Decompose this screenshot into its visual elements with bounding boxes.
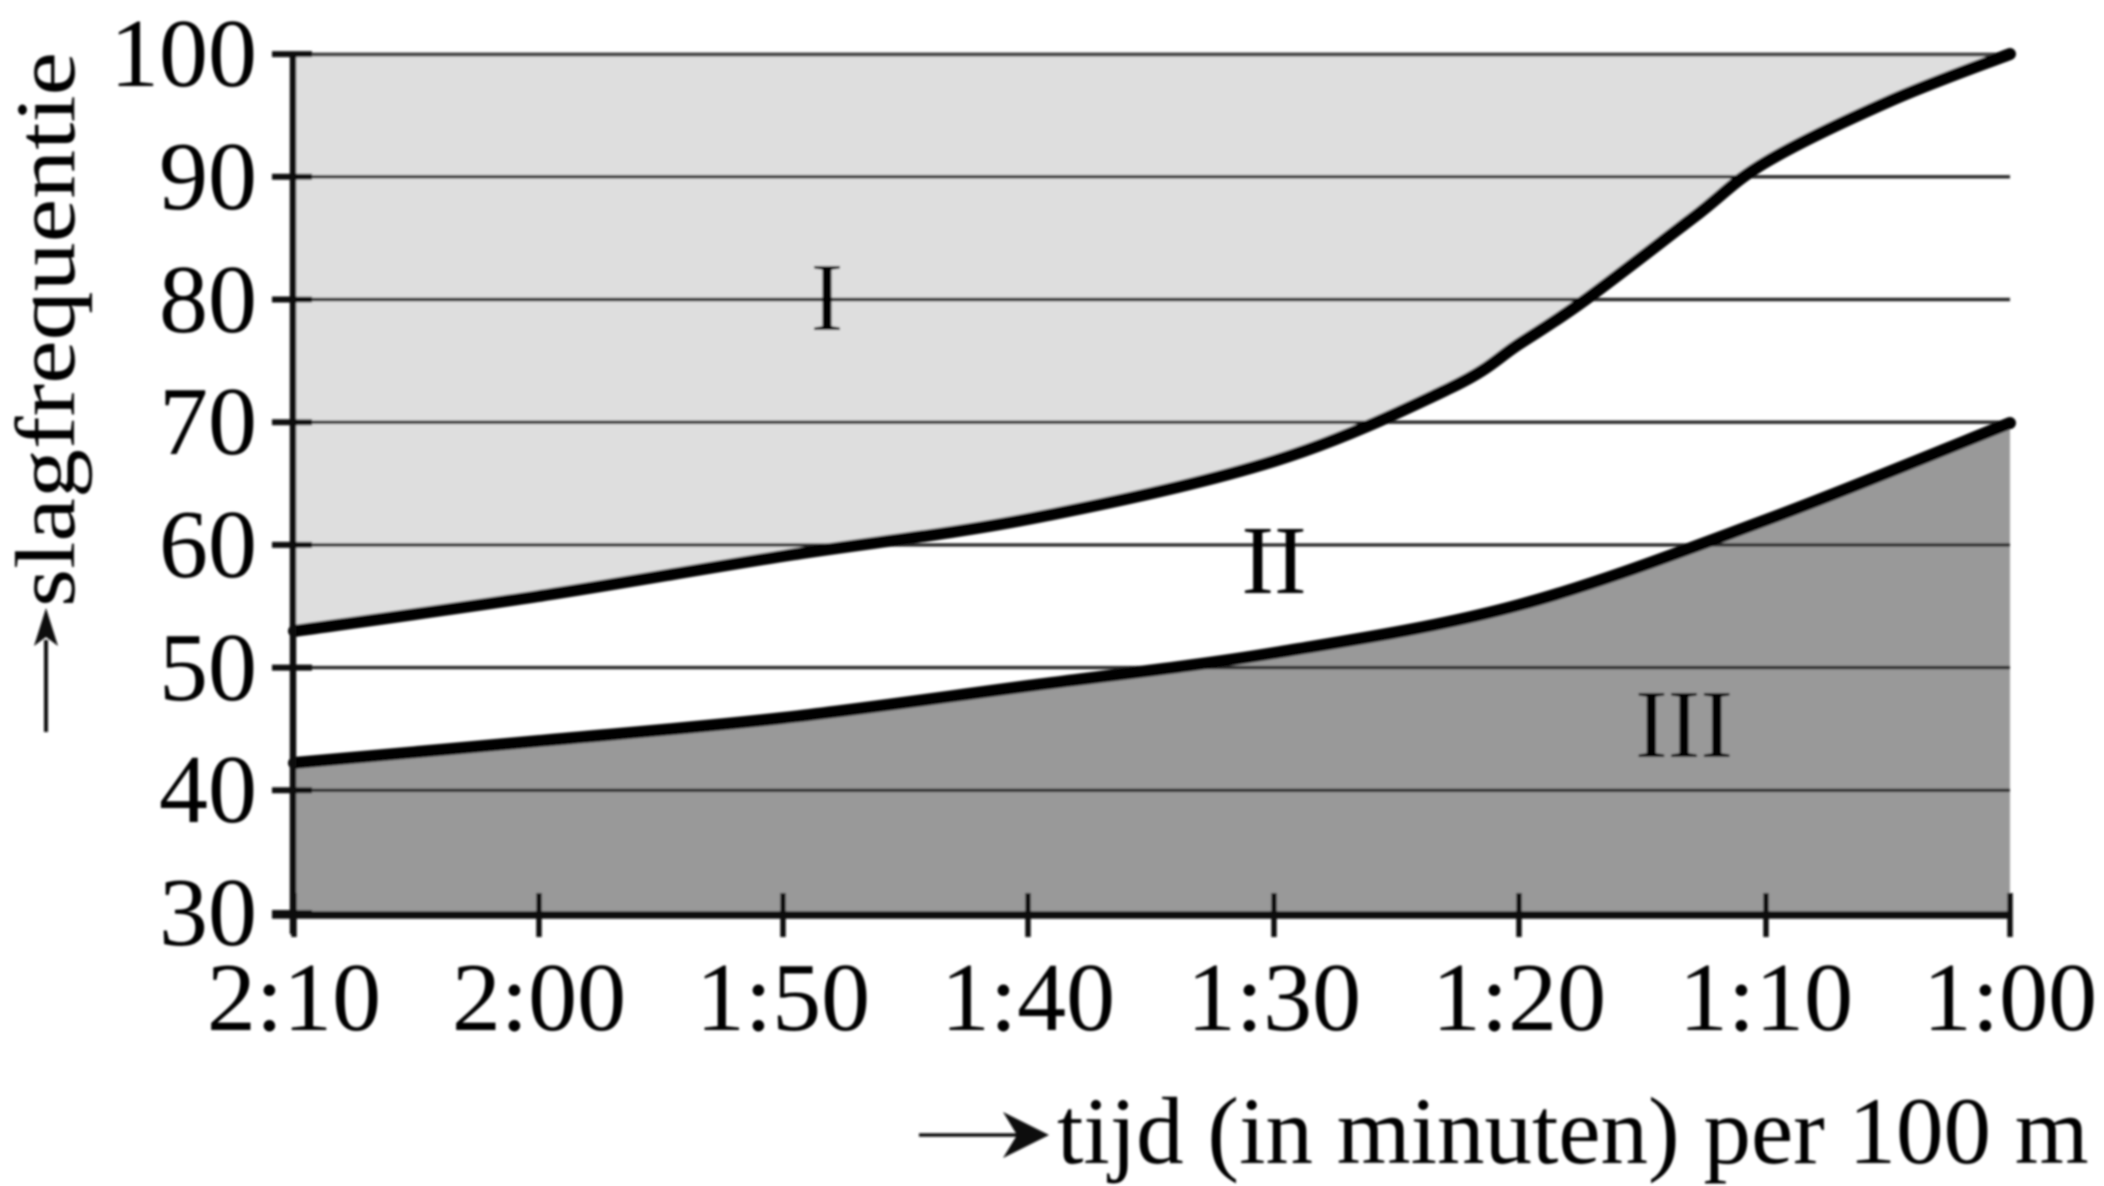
svg-text:100: 100	[110, 0, 257, 108]
svg-text:1:50: 1:50	[696, 944, 870, 1052]
svg-text:1:00: 1:00	[1923, 944, 2097, 1052]
svg-text:II: II	[1241, 507, 1306, 615]
svg-text:I: I	[811, 244, 844, 352]
svg-text:III: III	[1635, 671, 1733, 779]
svg-text:1:20: 1:20	[1432, 944, 1606, 1052]
svg-text:tijd (in minuten) per 100 m: tijd (in minuten) per 100 m	[1057, 1078, 2089, 1184]
svg-text:2:00: 2:00	[452, 944, 626, 1052]
svg-text:80: 80	[159, 246, 257, 354]
svg-text:2:10: 2:10	[207, 944, 381, 1052]
svg-text:1:40: 1:40	[941, 944, 1115, 1052]
svg-text:60: 60	[159, 491, 257, 599]
svg-text:30: 30	[159, 859, 257, 967]
svg-text:1:30: 1:30	[1187, 944, 1361, 1052]
svg-text:slagfrequentie: slagfrequentie	[0, 52, 93, 607]
svg-text:50: 50	[159, 614, 257, 722]
svg-text:1:10: 1:10	[1679, 944, 1853, 1052]
svg-text:70: 70	[159, 368, 257, 476]
svg-text:90: 90	[159, 123, 257, 231]
svg-text:40: 40	[159, 736, 257, 844]
